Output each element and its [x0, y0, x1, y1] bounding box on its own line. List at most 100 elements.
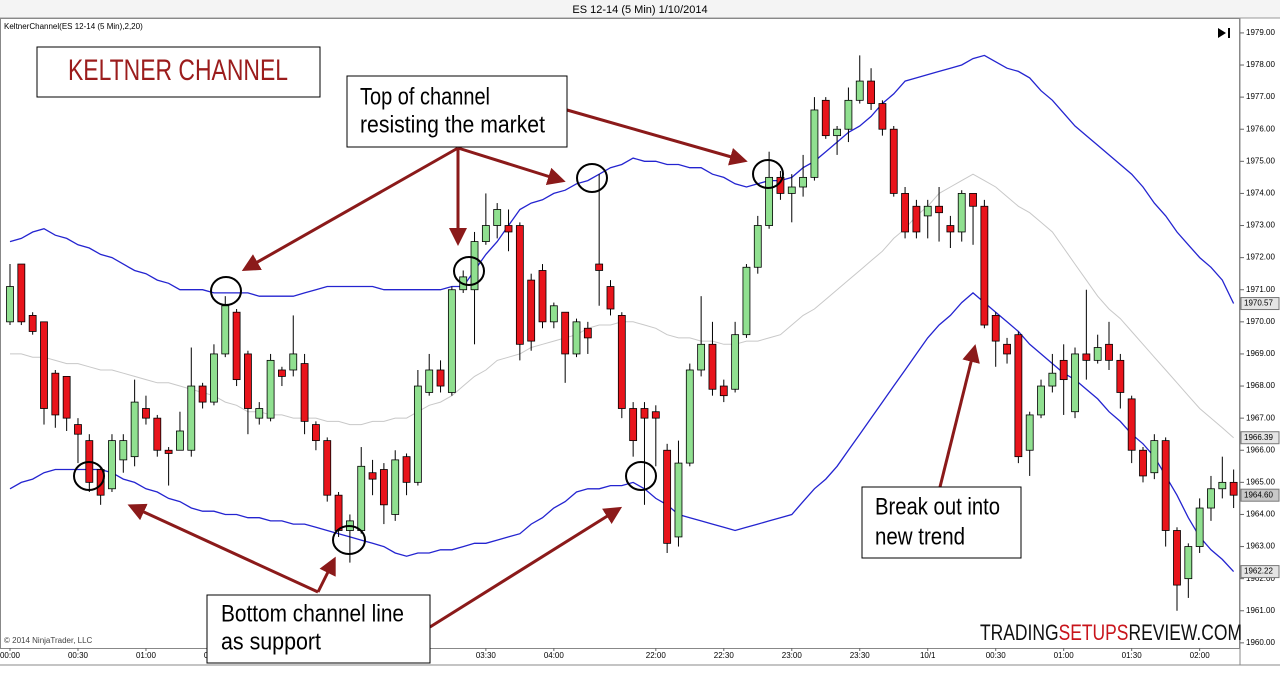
candle-body [210, 353, 218, 403]
candle-body [1195, 507, 1204, 547]
x-tick-label: 22:30 [714, 651, 735, 660]
candle-body [742, 266, 751, 336]
candle-body [28, 315, 37, 332]
x-tick-label: 00:00 [0, 651, 21, 660]
arrow [938, 344, 980, 488]
y-tick-label: 1969.00 [1246, 349, 1275, 358]
candle-body [176, 430, 184, 451]
candle-body [799, 176, 807, 188]
candle-body [187, 385, 196, 451]
y-tick-label: 1978.00 [1246, 60, 1275, 69]
candle-body [40, 321, 48, 409]
annotation: KELTNER CHANNEL [68, 54, 288, 87]
candle-body [504, 225, 513, 233]
highlight-circle [576, 163, 608, 193]
candle-body [946, 225, 955, 233]
candle-body [255, 408, 264, 419]
candle-body [1161, 440, 1170, 531]
end-label: 1970.57 [1244, 299, 1273, 308]
candle-body [867, 80, 875, 104]
candle-body [561, 311, 570, 355]
header-bar [0, 0, 1280, 18]
annotation-box [206, 594, 431, 664]
watermark-part: TRADING [980, 620, 1059, 645]
x-tick-label: 23:30 [850, 651, 871, 660]
candle-body [787, 186, 796, 194]
play-icon[interactable] [1218, 28, 1230, 38]
candle-body [198, 385, 207, 403]
candle-body [912, 205, 921, 233]
annotation: Top of channel [360, 83, 490, 110]
copyright: © 2014 NinjaTrader, LLC [4, 636, 93, 645]
y-tick-label: 1977.00 [1246, 92, 1275, 101]
candle-body [266, 359, 275, 419]
annotations: KELTNER CHANNEL Top of channel resisting… [36, 46, 1242, 664]
candle-body [62, 376, 71, 419]
candle-body [391, 459, 400, 515]
candle-body [6, 286, 14, 323]
candle-body [833, 128, 841, 137]
candle-body [357, 465, 366, 531]
y-tick-label: 1979.00 [1246, 28, 1275, 37]
highlight-circle [625, 461, 657, 491]
candle-body [1229, 481, 1238, 496]
annotation-box [346, 75, 568, 148]
candle-body [685, 369, 694, 464]
candle-body [708, 343, 717, 390]
candle-body [855, 80, 864, 101]
candle-body [334, 494, 343, 531]
candle-body [651, 411, 660, 419]
arrow [429, 506, 623, 629]
candle-body [889, 128, 898, 194]
x-tick-label: 23:00 [782, 651, 803, 660]
arrow [316, 556, 336, 593]
end-label-box [1240, 488, 1280, 502]
y-tick-label: 1973.00 [1246, 221, 1275, 230]
candle-body [379, 469, 388, 506]
candle-body [515, 225, 524, 345]
candle-body [1082, 353, 1091, 361]
y-tick-label: 1972.00 [1246, 253, 1275, 262]
candle-body [527, 279, 536, 342]
x-tick-label: 00:30 [986, 651, 1007, 660]
x-tick-label: 00:30 [68, 651, 89, 660]
candle-body [413, 385, 422, 483]
candle-body [1127, 398, 1136, 451]
x-tick-label: 01:00 [1054, 651, 1075, 660]
candle-body [1173, 530, 1181, 586]
candle-body [923, 205, 932, 217]
candle-body [595, 263, 604, 271]
arrow [566, 108, 748, 166]
candle-body [901, 193, 909, 233]
arrow [241, 146, 459, 271]
candle-body [323, 440, 332, 496]
end-label-box [1240, 431, 1280, 445]
end-label: 1964.60 [1244, 490, 1273, 499]
annotation: resisting the market [360, 111, 545, 138]
candle-body [1071, 353, 1079, 413]
arrow [457, 146, 566, 185]
candle-body [719, 385, 728, 397]
candle-body [312, 424, 320, 442]
candle-body [470, 241, 479, 291]
candle-body [980, 205, 989, 326]
candle-body [289, 353, 298, 371]
candle-body [878, 103, 887, 130]
x-tick-label: 01:30 [1122, 651, 1143, 660]
y-tick-label: 1961.00 [1246, 606, 1275, 615]
candle-body [549, 305, 558, 323]
channel-line [9, 292, 1235, 573]
candle-body [1116, 359, 1125, 393]
candle-body [753, 225, 762, 268]
candle-body [164, 449, 173, 454]
candle-body [1139, 449, 1147, 477]
plot [6, 54, 1238, 611]
y-tick-label: 1970.00 [1246, 317, 1275, 326]
candle-body [606, 286, 615, 310]
candle-body [1150, 440, 1159, 474]
annotation-box [861, 486, 1022, 559]
indicator-label: KeltnerChannel(ES 12-14 (5 Min),2,20) [4, 22, 143, 31]
candle-body [538, 270, 547, 323]
candle-body [663, 449, 672, 544]
